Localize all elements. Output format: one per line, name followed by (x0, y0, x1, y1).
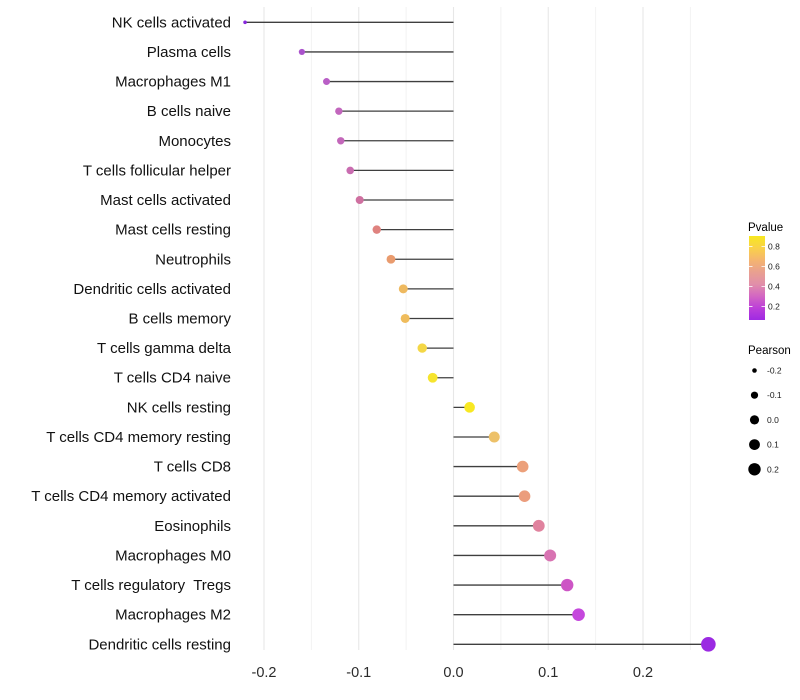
x-axis-tick-label: 0.2 (633, 665, 653, 681)
lollipop-dot (346, 166, 355, 175)
lollipop-dot (532, 519, 545, 532)
pvalue-tick-label: 0.6 (768, 262, 780, 272)
lollipop-dot (323, 78, 331, 86)
y-axis-label: Dendritic cells activated (73, 281, 231, 298)
lollipop-dot (335, 107, 343, 115)
y-axis-label: T cells CD4 naive (114, 370, 231, 387)
y-axis-label: Monocytes (158, 133, 231, 150)
y-axis-label: T cells CD4 memory resting (46, 429, 231, 446)
y-axis-label: Eosinophils (154, 518, 231, 535)
y-axis-label: T cells gamma delta (97, 340, 232, 357)
y-axis-label: Macrophages M0 (115, 547, 231, 564)
y-axis-label: T cells CD4 memory activated (31, 488, 231, 505)
pearson-legend-dot (750, 391, 759, 399)
y-axis-label: Dendritic cells resting (88, 636, 231, 653)
pvalue-tick-label: 0.4 (768, 282, 780, 292)
lollipop-dot (337, 137, 345, 145)
lollipop-dot (298, 48, 305, 56)
pearson-legend-dot (752, 368, 757, 373)
y-axis-label: Neutrophils (155, 251, 231, 268)
lollipop-dot (488, 431, 500, 443)
y-axis-label: Mast cells resting (115, 222, 231, 239)
pearson-legend-label: -0.1 (767, 390, 782, 400)
y-axis-label: NK cells resting (127, 399, 231, 416)
x-axis-tick-label: 0.1 (538, 665, 558, 681)
y-axis-label: T cells regulatory Tregs (71, 577, 231, 594)
pvalue-legend-title: Pvalue (748, 222, 783, 234)
lollipop-dot (701, 636, 716, 652)
y-axis-label: NK cells activated (112, 14, 231, 31)
y-axis-label: B cells naive (147, 103, 231, 120)
pearson-legend-label: 0.0 (767, 415, 779, 425)
lollipop-dot (561, 578, 574, 592)
pvalue-colorbar (749, 236, 765, 320)
pearson-legend-title: Pearson (748, 345, 791, 357)
y-axis-label: Macrophages M1 (115, 74, 231, 91)
y-axis-label: T cells CD8 (154, 459, 231, 476)
pvalue-tick-label: 0.8 (768, 242, 780, 252)
lollipop-dot (417, 343, 427, 353)
lollipop-dot (544, 549, 557, 562)
lollipop-dot (516, 460, 529, 473)
lollipop-dot (243, 20, 247, 25)
y-axis-label: B cells memory (128, 310, 231, 327)
pearson-legend-dot (749, 439, 760, 450)
lollipop-dot (398, 284, 408, 294)
y-axis-label: Mast cells activated (100, 192, 231, 209)
lollipop-dot (372, 225, 381, 234)
x-axis-tick-label: -0.2 (252, 665, 277, 681)
pvalue-tick-label: 0.2 (768, 302, 780, 312)
lollipop-dot (572, 608, 585, 621)
x-axis-tick-label: -0.1 (346, 665, 371, 681)
lollipop-dot (400, 313, 410, 323)
pearson-legend-label: 0.2 (767, 464, 779, 474)
x-axis-tick-label: 0.0 (443, 665, 463, 681)
lollipop-dot (386, 254, 396, 264)
pearson-legend-dot (749, 415, 760, 425)
lollipop-dot (518, 490, 531, 503)
lollipop-dot (427, 372, 438, 383)
y-axis-label: Macrophages M2 (115, 607, 231, 624)
pearson-legend-label: 0.1 (767, 440, 779, 450)
pearson-legend-dot (748, 463, 761, 476)
y-axis-label: Plasma cells (147, 44, 231, 61)
pearson-legend-label: -0.2 (767, 366, 782, 376)
y-axis-label: T cells follicular helper (83, 162, 231, 179)
lollipop-dot (464, 402, 475, 413)
lollipop-dot (355, 196, 364, 205)
